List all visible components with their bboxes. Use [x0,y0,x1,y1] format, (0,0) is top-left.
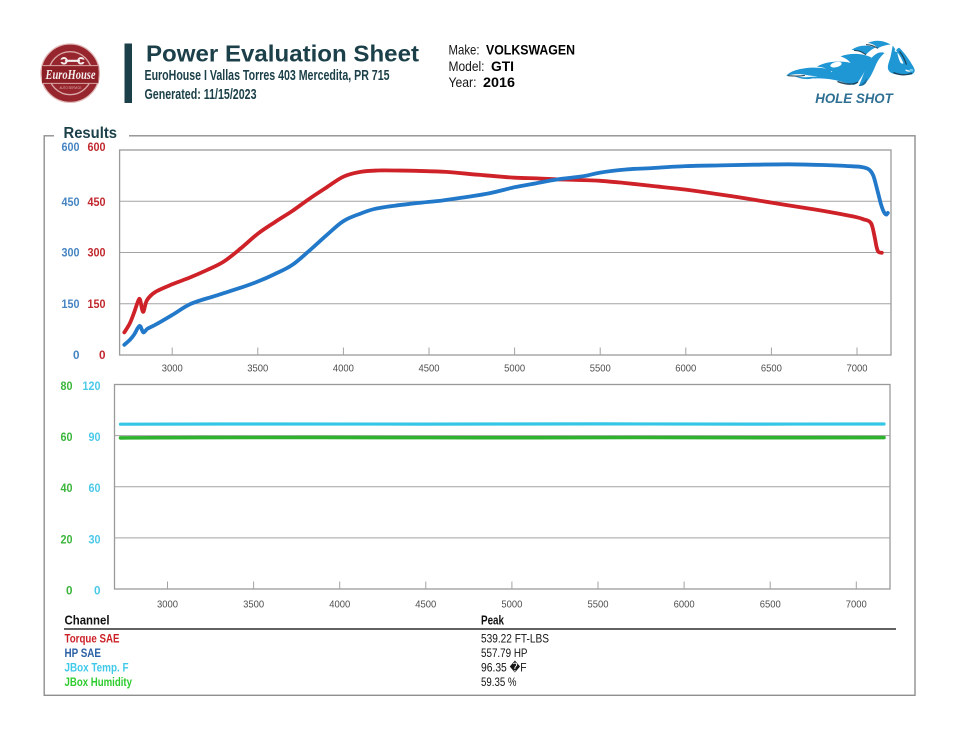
svg-text:Power Evaluation Sheet: Power Evaluation Sheet [146,40,419,66]
svg-text:4500: 4500 [419,363,440,375]
svg-text:90: 90 [89,432,101,444]
svg-text:0: 0 [94,585,101,597]
svg-text:HOLE SHOT: HOLE SHOT [815,91,894,106]
svg-text:Results: Results [64,125,118,142]
svg-text:150: 150 [62,299,80,311]
svg-text:JBox Humidity: JBox Humidity [65,675,133,689]
svg-text:3500: 3500 [243,599,264,611]
svg-text:150: 150 [88,299,106,311]
svg-text:6000: 6000 [675,363,696,375]
svg-text:4000: 4000 [333,363,354,375]
svg-text:HP SAE: HP SAE [65,646,102,660]
svg-text:600: 600 [62,142,80,154]
svg-text:60: 60 [61,432,73,444]
svg-text:Year:: Year: [449,74,477,90]
svg-text:EuroHouse I Vallas Torres 403: EuroHouse I Vallas Torres 403 Mercedita,… [145,68,390,84]
svg-text:30: 30 [89,534,101,546]
svg-text:300: 300 [88,248,106,260]
svg-text:Model:: Model: [449,58,485,74]
svg-text:Make:: Make: [449,42,480,58]
svg-text:7000: 7000 [846,599,867,611]
svg-text:5500: 5500 [590,363,611,375]
svg-text:AUTO SERVICE: AUTO SERVICE [60,86,83,90]
svg-text:Channel: Channel [65,614,110,628]
svg-text:60: 60 [89,483,101,495]
svg-text:5000: 5000 [504,363,525,375]
svg-text:557.79 HP: 557.79 HP [481,646,528,660]
svg-text:2016: 2016 [483,74,515,90]
svg-text:80: 80 [61,381,73,393]
svg-text:450: 450 [62,197,80,209]
svg-text:7000: 7000 [847,363,868,375]
svg-text:120: 120 [83,381,101,393]
svg-text:3500: 3500 [247,363,268,375]
svg-text:0: 0 [99,350,106,362]
svg-text:EuroHouse: EuroHouse [45,68,96,83]
svg-text:JBox Temp. F: JBox Temp. F [65,660,129,674]
svg-text:6500: 6500 [760,599,781,611]
svg-text:0: 0 [66,585,73,597]
svg-text:0: 0 [73,350,80,362]
svg-text:300: 300 [62,248,80,260]
svg-text:59.35 %: 59.35 % [481,675,517,689]
svg-text:Torque SAE: Torque SAE [65,632,120,646]
svg-text:4000: 4000 [329,599,350,611]
svg-text:3000: 3000 [162,363,183,375]
svg-text:Generated: 11/15/2023: Generated: 11/15/2023 [145,87,257,103]
svg-text:450: 450 [88,197,106,209]
svg-text:VOLKSWAGEN: VOLKSWAGEN [486,42,575,58]
svg-text:539.22 FT-LBS: 539.22 FT-LBS [481,632,549,646]
svg-text:4500: 4500 [415,599,436,611]
svg-text:5500: 5500 [588,599,609,611]
svg-text:6000: 6000 [674,599,695,611]
svg-text:6500: 6500 [761,363,782,375]
svg-text:600: 600 [88,142,106,154]
svg-text:Peak: Peak [481,614,504,628]
svg-text:5000: 5000 [501,599,522,611]
svg-text:3000: 3000 [157,599,178,611]
svg-text:20: 20 [61,534,73,546]
svg-text:GTI: GTI [491,58,514,74]
svg-text:40: 40 [61,483,73,495]
svg-text:96.35 �F: 96.35 �F [481,660,527,674]
